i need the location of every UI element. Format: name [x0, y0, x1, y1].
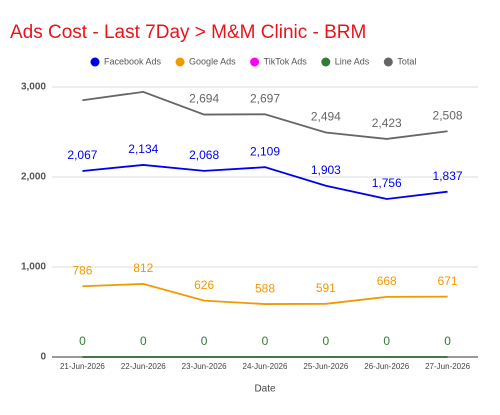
y-tick-label: 1,000 [21, 262, 46, 273]
series-line [82, 90, 448, 140]
x-axis-label: Date [254, 384, 276, 395]
x-tick-label: 25-Jun-2026 [303, 362, 348, 371]
chart-title: Ads Cost - Last 7Day > M&M Clinic - BRM [10, 22, 366, 43]
data-label: 626 [194, 278, 214, 292]
data-label: 2,694 [189, 92, 219, 106]
series-line [82, 164, 448, 200]
data-label: 1,903 [311, 163, 341, 177]
data-label: 2,508 [433, 108, 463, 122]
legend-label: Line Ads [335, 56, 370, 66]
legend-label: Total [397, 56, 416, 66]
legend-swatch [250, 57, 260, 67]
data-label: 2,423 [372, 116, 402, 130]
x-tick-label: 24-Jun-2026 [243, 362, 288, 371]
y-tick-label: 3,000 [21, 82, 46, 93]
data-label: 591 [316, 281, 336, 295]
y-tick-label: 0 [40, 352, 46, 363]
x-tick-label: 21-Jun-2026 [60, 362, 105, 371]
data-label: 786 [72, 263, 92, 277]
data-label: 2,697 [250, 91, 280, 105]
x-tick-label: 26-Jun-2026 [364, 362, 409, 371]
data-label: 0 [262, 334, 269, 348]
data-label: 0 [201, 334, 208, 348]
data-label: 588 [255, 281, 275, 295]
data-label: 668 [377, 274, 397, 288]
data-label: 2,109 [250, 144, 280, 158]
legend-swatch [90, 57, 100, 67]
legend-swatch [383, 57, 393, 67]
legend-label: TikTok Ads [264, 56, 308, 66]
legend-label: Google Ads [189, 56, 236, 66]
data-label: 812 [133, 261, 153, 275]
data-label: 2,068 [189, 148, 219, 162]
series-line [82, 283, 448, 305]
legend-swatch [321, 57, 331, 67]
data-label: 2,494 [311, 110, 341, 124]
data-label: 2,067 [67, 148, 97, 162]
data-label: 0 [140, 334, 147, 348]
legend-label: Facebook Ads [104, 56, 162, 66]
data-label: 2,134 [128, 142, 158, 156]
x-tick-label: 22-Jun-2026 [121, 362, 166, 371]
data-label: 0 [383, 334, 390, 348]
data-label: 1,837 [433, 169, 463, 183]
legend-swatch [175, 57, 185, 67]
data-label: 0 [444, 334, 451, 348]
data-label: 671 [438, 274, 458, 288]
x-tick-label: 23-Jun-2026 [182, 362, 227, 371]
x-tick-label: 27-Jun-2026 [425, 362, 470, 371]
y-tick-label: 2,000 [21, 172, 46, 183]
data-label: 0 [323, 334, 330, 348]
data-label: 0 [79, 334, 86, 348]
data-label: 1,756 [372, 176, 402, 190]
